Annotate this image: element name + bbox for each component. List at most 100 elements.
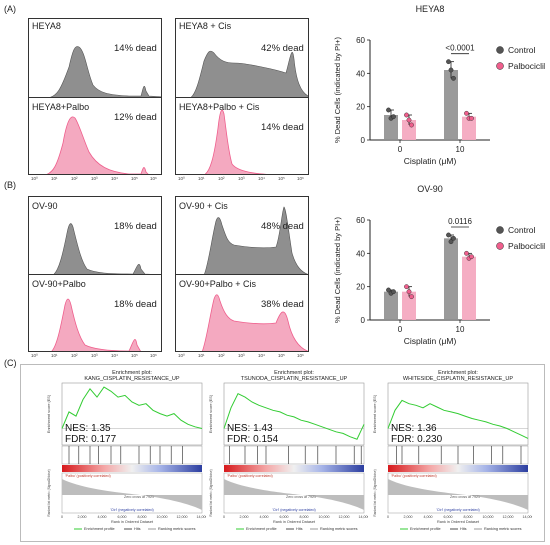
- chart-title: OV-90: [417, 184, 443, 194]
- gsea-panel: [20, 364, 545, 542]
- data-point: [406, 289, 412, 295]
- x-tick: 10⁰: [31, 176, 38, 181]
- dead-percent: 48% dead: [261, 221, 304, 232]
- dead-percent: 42% dead: [261, 43, 304, 54]
- es-plot-frame: [61, 382, 203, 446]
- data-point: [446, 232, 451, 238]
- x-tick-label: 12,000: [503, 515, 514, 519]
- x-tick: 10⁰: [31, 353, 38, 358]
- x-tick-label: 2,000: [240, 515, 249, 519]
- data-point: [409, 122, 414, 128]
- x-tick: 10³: [238, 176, 245, 181]
- x-tick: 10³: [91, 353, 98, 358]
- fdr-value: FDR: 0.230: [391, 434, 443, 445]
- bar: [462, 116, 476, 140]
- bar: [384, 291, 398, 320]
- negative-correlation-label: 'Ctrl' (negatively correlated): [436, 508, 480, 512]
- negative-correlation-label: 'Ctrl' (negatively correlated): [272, 508, 316, 512]
- gsea-plot-tsunoda: Enrichment plot:TSUNODA_CISPLATIN_RESIST…: [209, 370, 368, 531]
- dead-percent: 18% dead: [114, 299, 157, 310]
- x-tick-label: 4,000: [260, 515, 269, 519]
- gsea-plot-whiteside: Enrichment plot:WHITESIDE_CISPLATIN_RESI…: [373, 370, 533, 531]
- bar: [462, 256, 476, 320]
- histogram-ov90-palbo-cis: OV-90+Palbo + Cis 38% dead: [175, 274, 309, 352]
- zero-cross-label: Zero cross at 7921: [450, 495, 480, 499]
- enrichment-profile-line: [387, 399, 529, 439]
- x-tick: 10⁴: [111, 353, 118, 358]
- gsea-gene-set: TSUNODA_CISPLATIN_RESISTANCE_UP: [241, 376, 348, 382]
- x-tick-label: 10,000: [483, 515, 494, 519]
- bar-chart-ov90: OV-90 0 20 40 60 % Dead Cells (indicated by P…: [333, 184, 545, 346]
- data-point: [446, 59, 451, 65]
- gsea-plot-kang: Enrichment plot:KANG_CISPLATIN_RESISTANC…: [47, 370, 206, 531]
- dead-percent: 12% dead: [114, 112, 157, 123]
- x-tick: 10³: [91, 176, 98, 181]
- x-tick: 10¹: [198, 176, 205, 181]
- panel-label-b: (B): [4, 180, 16, 190]
- x-tick-label: 0: [61, 515, 63, 519]
- data-point: [451, 75, 456, 81]
- x-tick: 10⁴: [258, 353, 265, 358]
- legend-marker: [496, 46, 504, 54]
- data-point: [448, 67, 454, 73]
- positive-correlation-label: 'Palbo' (positively correlated): [391, 474, 437, 478]
- legend-enrichment-label: Enrichment profile: [84, 527, 115, 531]
- x-tick: 10²: [71, 353, 78, 358]
- legend-label: Palbociclib: [508, 241, 545, 251]
- x-tick-label: 10,000: [319, 515, 330, 519]
- dead-percent: 38% dead: [261, 299, 304, 310]
- x-tick: 10⁴: [111, 176, 118, 181]
- x-axis-label: Rank in Ordered Dataset: [437, 520, 480, 524]
- gsea-title: Enrichment plot:: [112, 370, 152, 376]
- x-tick: 10⁵: [278, 176, 285, 181]
- es-axis-label: Enrichment score (ES): [373, 394, 377, 433]
- x-tick: 10³: [238, 353, 245, 358]
- fdr-value: FDR: 0.177: [65, 434, 117, 445]
- gsea-gene-set: KANG_CISPLATIN_RESISTANCE_UP: [84, 376, 179, 382]
- legend-hits-label: Hits: [296, 527, 303, 531]
- data-point: [464, 250, 469, 256]
- panel-label-c: (C): [4, 358, 17, 368]
- legend-marker: [496, 226, 504, 234]
- x-tick: 10⁵: [131, 176, 138, 181]
- x-tick: 10⁵: [278, 353, 285, 358]
- legend-enrichment-label: Enrichment profile: [410, 527, 441, 531]
- data-point: [448, 239, 454, 245]
- data-point: [451, 235, 456, 241]
- y-tick-label: 60: [356, 36, 365, 45]
- x-tick-label: 10: [456, 325, 465, 334]
- histogram-label: HEYA8+Palbo: [32, 102, 90, 112]
- hits-frame: [61, 445, 203, 465]
- x-tick-label: 0: [223, 515, 225, 519]
- legend-marker: [496, 242, 504, 250]
- fdr-value: FDR: 0.154: [227, 434, 279, 445]
- legend-label: Palbociclib: [508, 61, 545, 71]
- data-point: [404, 112, 409, 118]
- x-tick-labels: 10⁰ 10¹ 10² 10³ 10⁴ 10⁵ 10⁶: [28, 353, 162, 361]
- x-tick-label: 14,000: [523, 515, 533, 519]
- x-tick-label: 0: [398, 145, 403, 154]
- dead-percent: 18% dead: [114, 221, 157, 232]
- negative-correlation-label: 'Ctrl' (negatively correlated): [110, 508, 154, 512]
- legend-enrichment-label: Enrichment profile: [246, 527, 277, 531]
- ranked-axis-label: Ranked list metric (Signal2Noise): [373, 469, 377, 516]
- x-tick-label: 10,000: [157, 515, 168, 519]
- dead-percent: 14% dead: [261, 122, 304, 133]
- histogram-label: OV-90 + Cis: [179, 201, 228, 211]
- x-tick: 10²: [218, 353, 225, 358]
- y-axis-label: % Dead Cells (indicated by PI+): [333, 216, 342, 323]
- histogram-label: HEYA8+Palbo + Cis: [179, 102, 260, 112]
- x-tick-label: 6,000: [118, 515, 127, 519]
- enrichment-profile-line: [61, 386, 203, 429]
- x-tick-label: 8,000: [138, 515, 147, 519]
- gsea-title: Enrichment plot:: [274, 370, 314, 376]
- ranking-color-bar: [62, 465, 202, 472]
- histogram-label: OV-90+Palbo: [32, 279, 86, 289]
- nes-value: NES: 1.35: [65, 423, 111, 434]
- positive-correlation-label: 'Palbo' (positively correlated): [65, 474, 111, 478]
- zero-cross-label: Zero cross at 7921: [124, 495, 154, 499]
- ranking-metric-area: [388, 479, 528, 510]
- x-tick-labels: 10⁰ 10¹ 10² 10³ 10⁴ 10⁵ 10⁶: [175, 353, 309, 361]
- x-tick-label: 6,000: [280, 515, 289, 519]
- x-tick-label: 8,000: [464, 515, 473, 519]
